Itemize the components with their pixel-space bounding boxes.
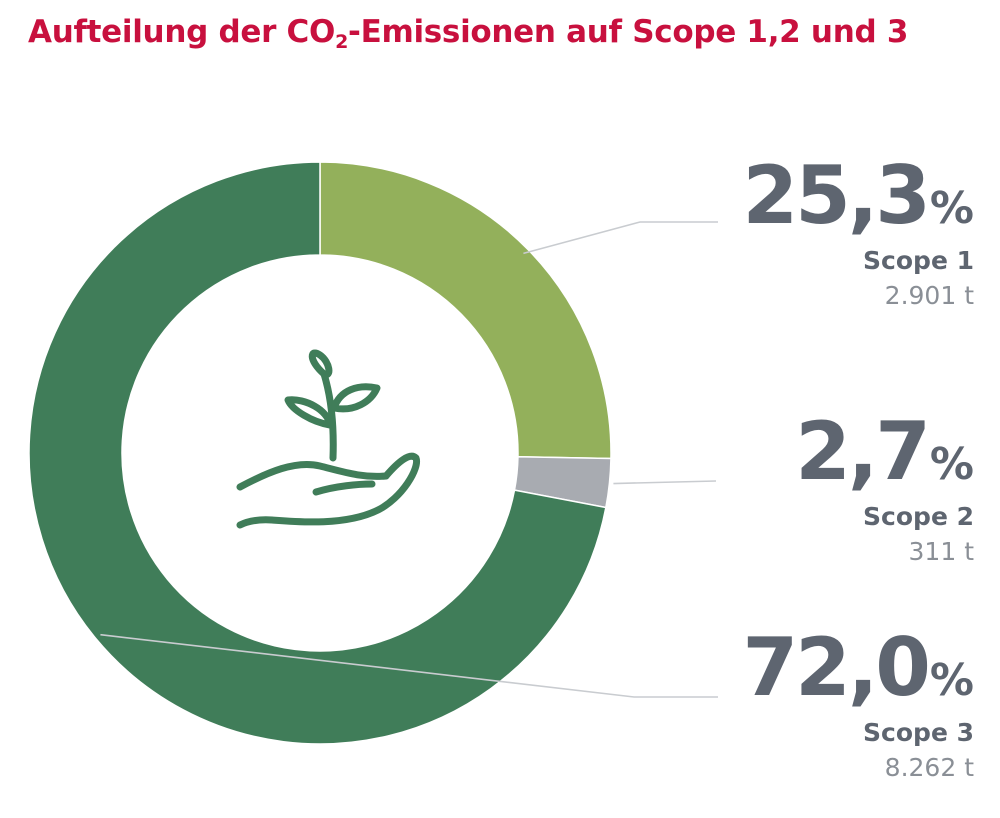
percent-label: 25,3%: [743, 156, 974, 236]
chart-title-part-1: Aufteilung der CO: [28, 14, 336, 50]
percent-value: 72,0: [742, 621, 931, 714]
emission-value: 2.901 t: [884, 281, 974, 310]
percent-sign: %: [929, 183, 974, 234]
leader-line-scope-1: [523, 221, 718, 255]
donut-slices: [28, 161, 612, 745]
emission-value: 311 t: [908, 537, 974, 566]
legend-entry-scope-3: 72,0% Scope 3 8.262 t: [743, 628, 974, 782]
scope-label: Scope 3: [863, 718, 974, 747]
percent-value: 2,7: [795, 405, 931, 498]
percent-sign: %: [929, 439, 974, 490]
percent-sign: %: [929, 655, 974, 706]
scope-label: Scope 2: [863, 502, 974, 531]
scope-label: Scope 1: [863, 246, 974, 275]
emission-value: 8.262 t: [884, 753, 974, 782]
percent-value: 25,3: [742, 149, 931, 242]
percent-label: 2,7%: [795, 412, 974, 492]
legend-entry-scope-1: 25,3% Scope 1 2.901 t: [743, 156, 974, 310]
legend-entry-scope-2: 2,7% Scope 2 311 t: [795, 412, 974, 566]
chart-title-subscript: 2: [335, 31, 348, 53]
donut-slice-scope-1: [319, 161, 612, 460]
leader-line-scope-3: [100, 633, 718, 698]
leader-line-scope-2: [613, 480, 717, 485]
plant-in-hand-icon: [236, 349, 421, 529]
leader-lines: [100, 221, 718, 698]
chart-title: Aufteilung der CO2-Emissionen auf Scope …: [28, 14, 909, 53]
percent-label: 72,0%: [743, 628, 974, 708]
donut-slice-scope-3: [28, 161, 607, 745]
chart-title-part-2: -Emissionen auf Scope 1,2 und 3: [348, 14, 909, 50]
